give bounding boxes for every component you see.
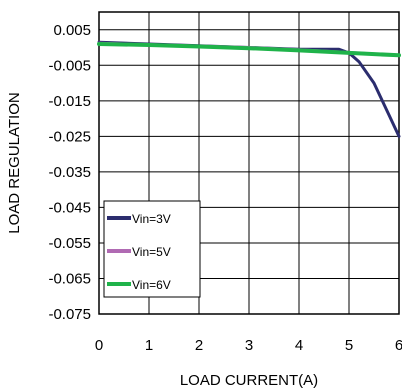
legend: Vin=3V Vin=5V Vin=6V: [103, 200, 201, 298]
legend-label-1: Vin=5V: [132, 245, 171, 259]
x-tick-label: 2: [195, 337, 203, 354]
series-line-2: [97, 42, 401, 58]
x-tick-labels: 0 1 2 3 4 5 6: [95, 337, 402, 354]
legend-label-0: Vin=3V: [132, 212, 171, 226]
x-tick-label: 0: [95, 337, 103, 354]
y-tick-label: -0.045: [48, 199, 91, 216]
legend-label-2: Vin=6V: [132, 278, 171, 292]
x-axis-title: LOAD CURRENT(A): [180, 372, 318, 389]
y-axis-title: LOAD REGULATION: [6, 92, 23, 233]
y-tick-label: 0.005: [53, 22, 91, 39]
y-tick-label: -0.065: [48, 270, 91, 287]
y-tick-label: -0.055: [48, 235, 91, 252]
y-tick-label: -0.025: [48, 128, 91, 145]
x-tick-label: 1: [145, 337, 153, 354]
y-tick-labels: 0.005 -0.005 -0.015 -0.025 -0.035 -0.045 -0.05…: [48, 22, 91, 323]
x-tick-label: 5: [345, 337, 353, 354]
y-tick-label: -0.075: [48, 306, 91, 323]
y-tick-label: -0.015: [48, 93, 91, 110]
x-tick-label: 4: [295, 337, 303, 354]
grid: [98, 12, 400, 315]
y-tick-label: -0.035: [48, 164, 91, 181]
plot-frame: [98, 11, 400, 315]
x-tick-label: 6: [395, 337, 402, 354]
y-tick-label: -0.005: [48, 57, 91, 74]
series-lines: [97, 40, 401, 138]
x-tick-label: 3: [245, 337, 253, 354]
